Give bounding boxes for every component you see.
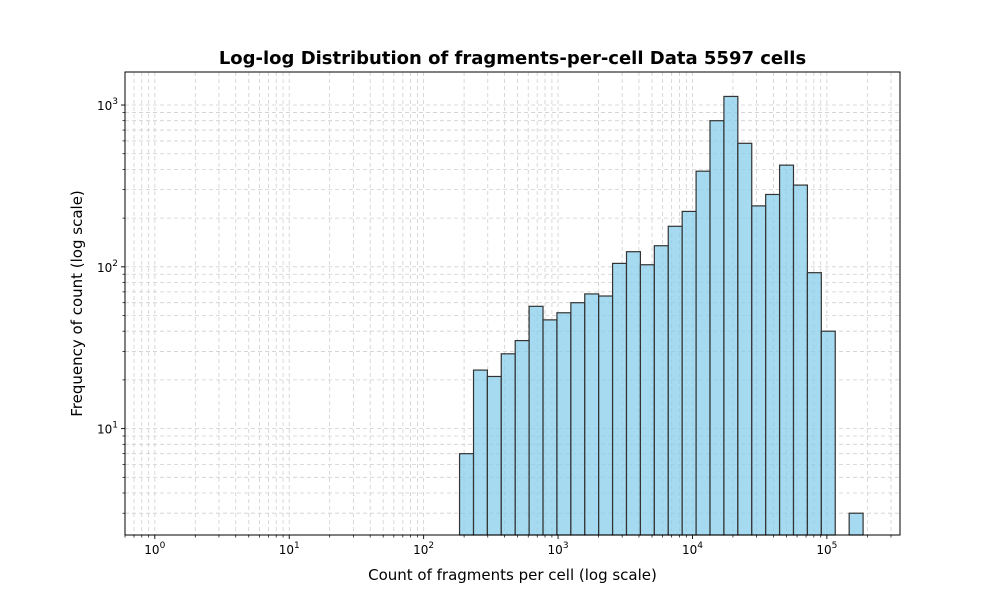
histogram-bar — [806, 272, 822, 536]
x-tick-label: 103 — [548, 541, 569, 557]
histogram-bar — [653, 245, 669, 536]
histogram-bar — [584, 293, 600, 536]
histogram-bar — [695, 170, 711, 536]
y-tick-label: 102 — [97, 259, 118, 275]
histogram-bar — [472, 369, 488, 536]
histogram-bar — [625, 251, 642, 536]
chart-title: Log-log Distribution of fragments-per-ce… — [219, 48, 806, 69]
histogram-bar — [709, 120, 725, 536]
x-tick-label: 100 — [144, 541, 165, 557]
histogram-bar — [639, 264, 655, 536]
histogram-bar — [611, 262, 628, 536]
histogram-bar — [542, 319, 558, 536]
y-tick-label: 101 — [97, 421, 118, 437]
histogram-bar — [556, 312, 572, 536]
histogram-bar — [500, 353, 516, 536]
x-tick-label: 105 — [816, 541, 837, 557]
histogram-bar — [778, 164, 795, 536]
histogram-bar — [514, 339, 530, 536]
histogram-bar — [486, 375, 502, 536]
histogram-bar — [765, 193, 781, 536]
x-tick-label: 102 — [413, 541, 434, 557]
histogram-bar — [528, 305, 544, 536]
x-tick-label: 104 — [682, 541, 703, 557]
histogram-bar — [737, 142, 753, 536]
histogram-bar — [751, 205, 767, 536]
axis-ticks: 100 101 102 103 104 105 101 102 103 — [97, 97, 892, 557]
y-axis-label: Frequency of count (log scale) — [68, 190, 86, 417]
histogram-bar — [667, 225, 683, 536]
histogram-bar — [792, 184, 809, 536]
histogram-bar — [723, 95, 739, 536]
histogram-bar — [570, 302, 586, 536]
histogram-bar — [598, 295, 614, 536]
histogram-bar — [681, 210, 697, 536]
histogram-bar — [820, 330, 836, 536]
x-tick-label: 101 — [279, 541, 300, 557]
y-tick-label: 103 — [97, 97, 118, 113]
histogram-bar — [848, 512, 864, 536]
plot-frame — [124, 71, 901, 536]
histogram-bar — [458, 453, 475, 536]
x-axis-label: Count of fragments per cell (log scale) — [368, 566, 657, 584]
